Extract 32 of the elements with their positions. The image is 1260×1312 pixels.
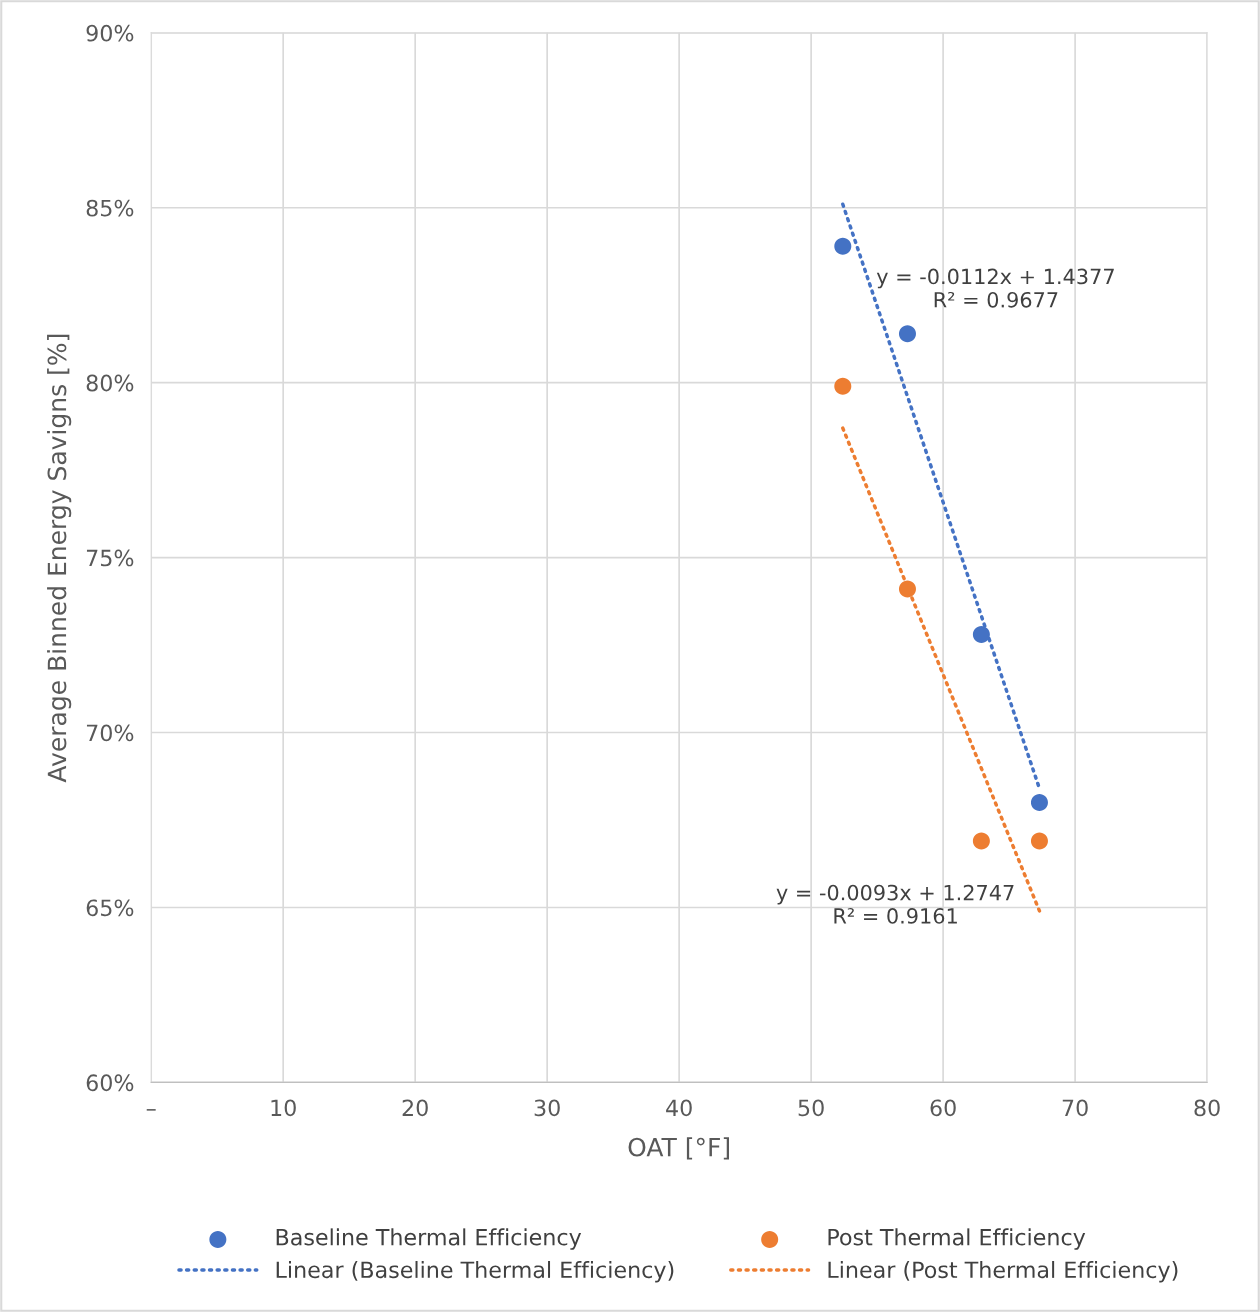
point xyxy=(834,237,852,255)
x-tick-label: 20 xyxy=(402,1099,428,1117)
y-tick-label: 90% xyxy=(86,24,134,42)
point xyxy=(834,377,852,395)
x-tick-label: 60 xyxy=(930,1099,956,1117)
point xyxy=(972,832,990,850)
y-tick-label: 70% xyxy=(86,724,134,742)
x-tick-label: 40 xyxy=(666,1099,692,1117)
point xyxy=(898,325,916,343)
y-tick-label: 85% xyxy=(86,199,134,217)
point xyxy=(1030,832,1048,850)
legend-label: Linear (Baseline Thermal Efficiency) xyxy=(276,1260,674,1283)
x-tick-label: 80 xyxy=(1194,1099,1220,1117)
legend-label: Linear (Post Thermal Efficiency) xyxy=(828,1260,1178,1283)
x-tick-label: 30 xyxy=(534,1099,560,1117)
x-axis-title: OAT [°F] xyxy=(628,1137,729,1160)
annotation: y = -0.0093x + 1.2747 R² = 0.9161 xyxy=(776,884,1014,924)
annotation: y = -0.0112x + 1.4377 R² = 0.9677 xyxy=(876,268,1114,308)
y-tick-label: 80% xyxy=(86,374,134,392)
point xyxy=(1030,794,1048,812)
point xyxy=(972,626,990,644)
x-tick-label: – xyxy=(146,1109,156,1111)
x-tick-label: 10 xyxy=(271,1099,296,1117)
y-tick-label: 65% xyxy=(86,899,134,917)
legend-label: Post Thermal Efficiency xyxy=(828,1228,1086,1250)
legend-label: Baseline Thermal Efficiency xyxy=(276,1228,582,1250)
y-tick-label: 75% xyxy=(86,549,134,567)
x-tick-label: 70 xyxy=(1062,1099,1088,1117)
y-tick-label: 60% xyxy=(86,1074,134,1092)
point xyxy=(898,580,916,598)
y-axis-title: Average Binned Energy Savigns [%] xyxy=(47,334,72,783)
x-tick-label: 50 xyxy=(798,1099,824,1117)
